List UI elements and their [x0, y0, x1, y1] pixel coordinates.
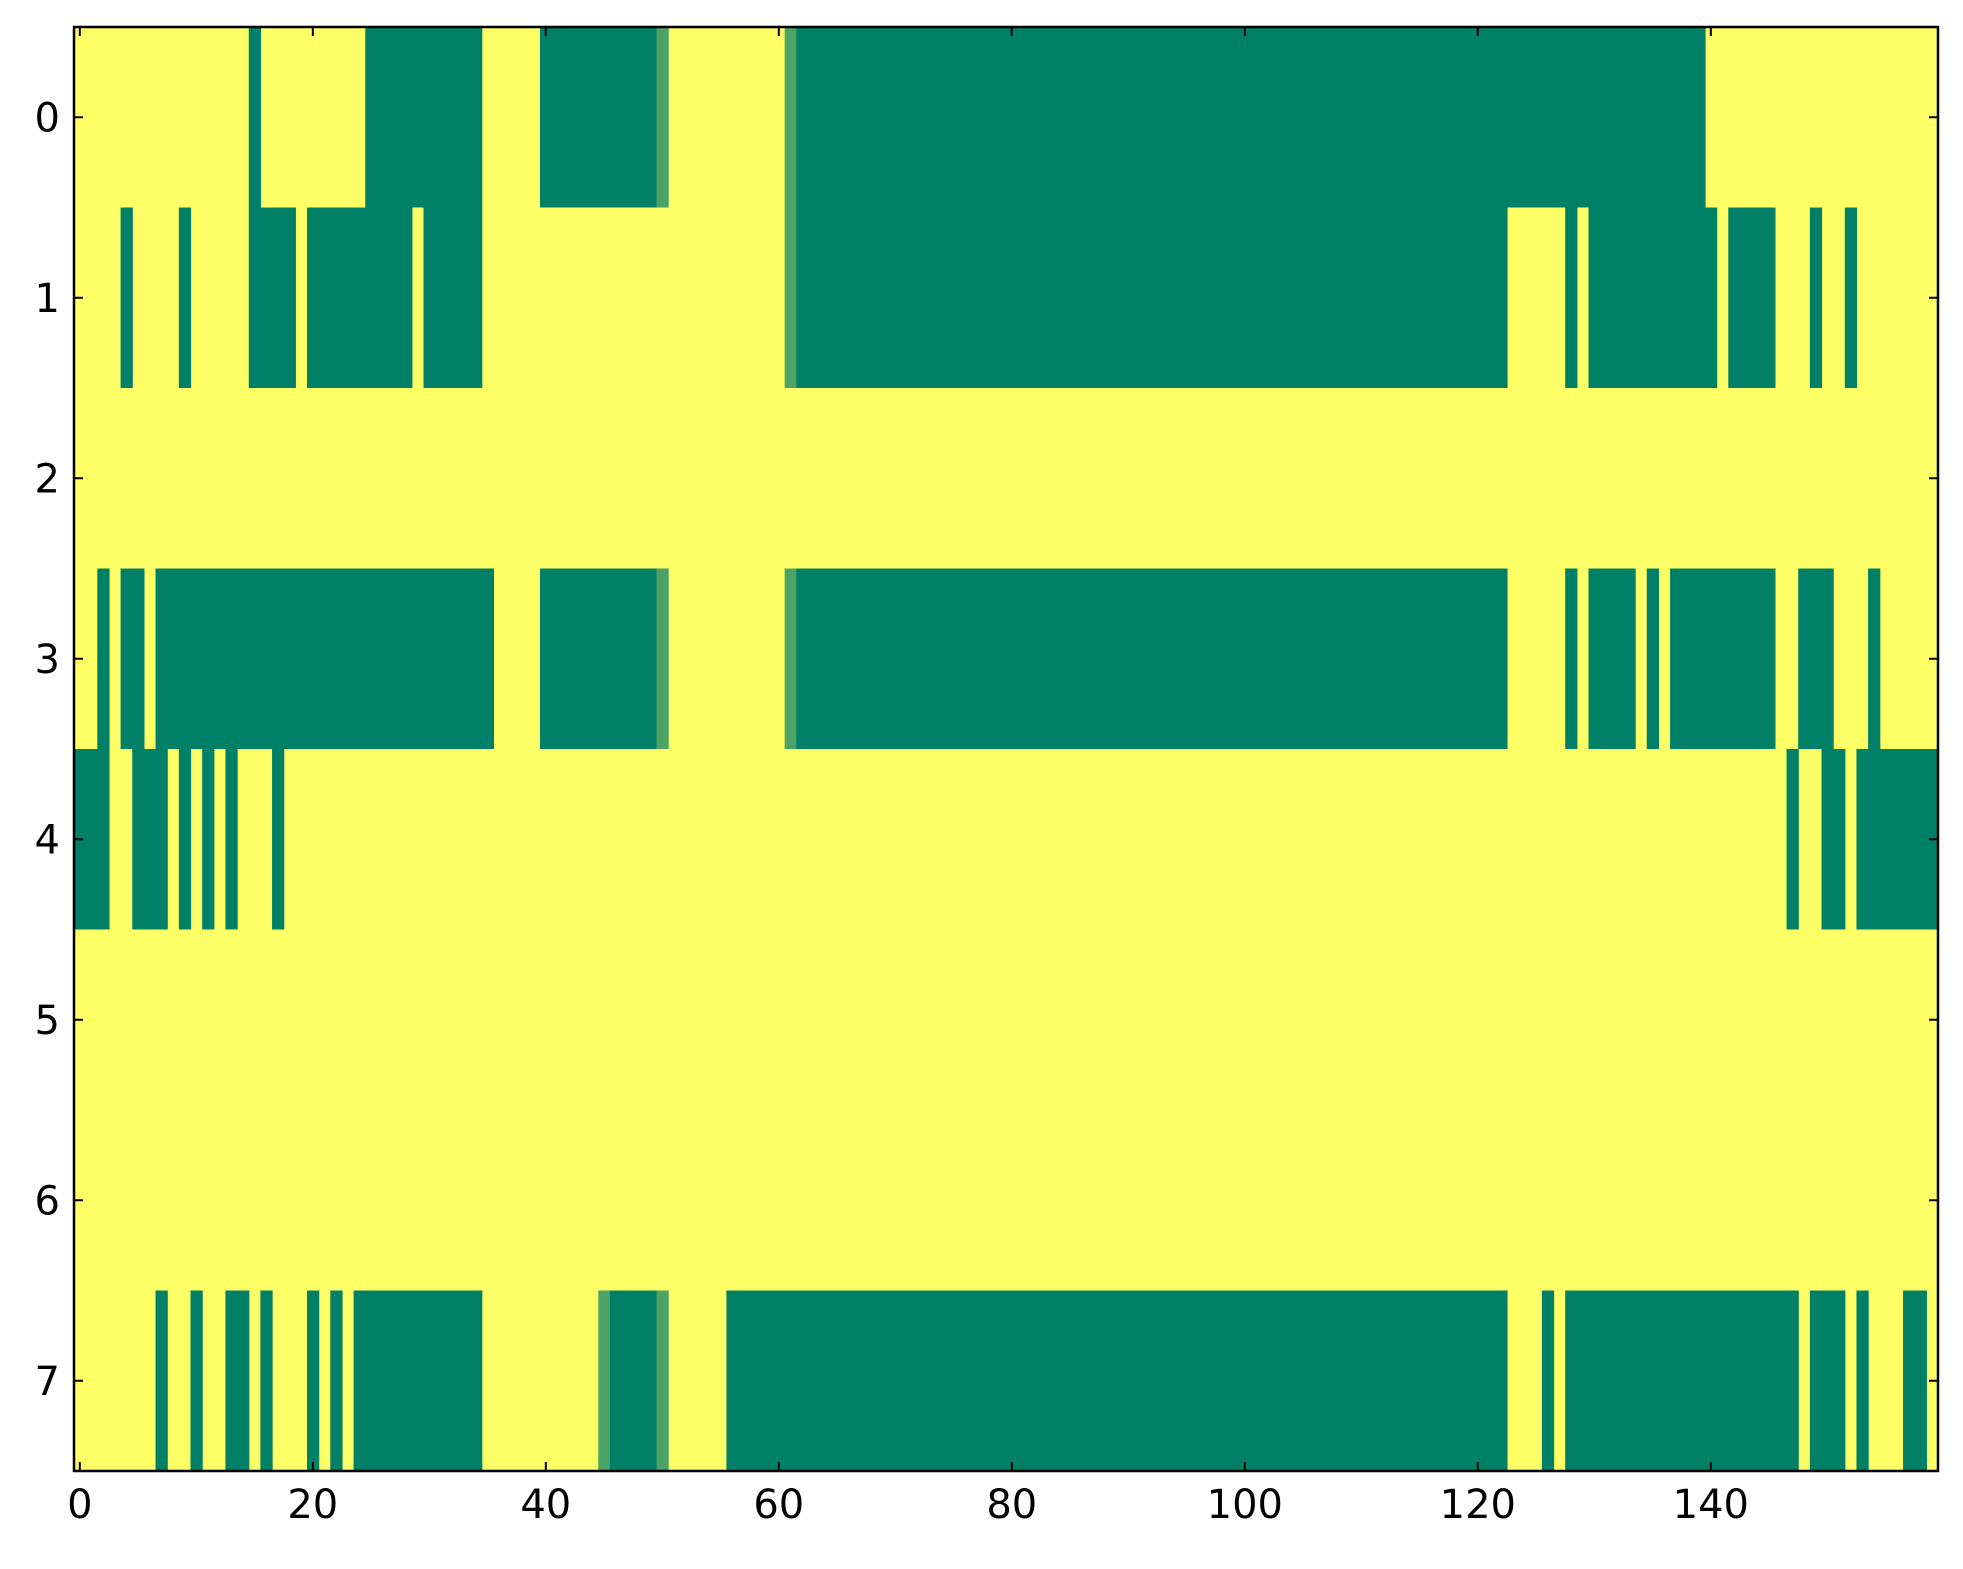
heatmap-cell-run — [1856, 1290, 1869, 1471]
heatmap-cell-run — [307, 207, 413, 388]
heatmap-cell-run — [656, 568, 669, 749]
y-tick-label: 2 — [35, 456, 60, 502]
heatmap-cell-run — [1798, 568, 1834, 749]
heatmap-cell-run — [330, 1290, 343, 1471]
heatmap-cell-run — [1844, 207, 1858, 388]
x-tick-label: 100 — [1207, 1482, 1283, 1528]
y-tick-label: 6 — [35, 1178, 60, 1224]
heatmap-cell-run — [609, 1290, 658, 1471]
heatmap-cell-run — [796, 27, 1706, 208]
heatmap-cell-run — [796, 568, 1508, 749]
heatmap-cell-run — [120, 568, 145, 749]
heatmap-cell-run — [260, 1290, 273, 1471]
heatmap-cell-run — [1670, 568, 1776, 749]
y-tick-label: 4 — [35, 817, 60, 863]
x-axis-tick-labels: 0 20 40 60 80 100 120 140 — [67, 1482, 1749, 1528]
heatmap-cell-run — [1809, 207, 1823, 388]
heatmap-cell-run — [190, 1290, 203, 1471]
heatmap-cell-run — [784, 568, 797, 749]
heatmap-cell-run — [796, 207, 1508, 388]
heatmap-cell-run — [784, 27, 797, 208]
heatmap-cell-run — [1809, 1290, 1846, 1471]
heatmap-cell-run — [423, 207, 483, 388]
heatmap-cell-run — [178, 207, 192, 388]
heatmap-cell-run — [726, 1290, 1508, 1471]
y-tick-label: 1 — [35, 276, 60, 322]
axis-ticks — [74, 27, 1938, 1471]
heatmap-cell-run — [1541, 1290, 1555, 1471]
y-axis-tick-labels: 0 1 2 3 4 5 6 7 — [35, 95, 60, 1405]
heatmap-cell-run — [656, 27, 669, 208]
heatmap-cell-run — [1565, 1290, 1799, 1471]
y-tick-label: 7 — [35, 1359, 60, 1405]
heatmap-cell-run — [120, 207, 133, 388]
heatmap-cell-run — [365, 27, 483, 208]
heatmap-cell-run — [248, 27, 261, 208]
heatmap-cell-run — [1565, 568, 1578, 749]
heatmap-cell-run — [1588, 568, 1636, 749]
heatmap-cell-run — [225, 1290, 250, 1471]
heatmap-cell-run — [1646, 568, 1659, 749]
heatmap-cells — [74, 27, 1939, 1471]
y-tick-label: 3 — [35, 637, 60, 683]
heatmap-cell-run — [1903, 1290, 1927, 1471]
x-tick-label: 60 — [753, 1482, 804, 1528]
heatmap-cell-run — [132, 749, 168, 930]
heatmap-cell-run — [97, 568, 110, 749]
heatmap-cell-run — [1868, 568, 1881, 749]
heatmap-cell-run — [540, 568, 658, 749]
heatmap-cell-run — [1728, 207, 1776, 388]
heatmap-cell-run — [1786, 749, 1799, 930]
plot-frame — [72, 25, 1940, 1473]
heatmap-cell-run — [155, 1290, 168, 1471]
heatmap-cell-run — [248, 207, 296, 388]
x-tick-label: 80 — [986, 1482, 1037, 1528]
heatmap-cell-run — [178, 749, 192, 930]
x-tick-label: 120 — [1440, 1482, 1516, 1528]
heatmap-cell-run — [1588, 207, 1718, 388]
heatmap-cell-run — [155, 568, 495, 749]
heatmap-cell-run — [1821, 749, 1846, 930]
x-tick-label: 140 — [1673, 1482, 1749, 1528]
heatmap-cell-run — [307, 1290, 320, 1471]
x-tick-label: 0 — [67, 1482, 92, 1528]
heatmap-cell-run — [353, 1290, 483, 1471]
heatmap-cell-run — [1856, 749, 1939, 930]
heatmap-cell-run — [1565, 207, 1578, 388]
heatmap-cell-run — [598, 1290, 611, 1471]
x-tick-label: 40 — [520, 1482, 571, 1528]
heatmap-cell-run — [784, 207, 797, 388]
heatmap-cell-run — [540, 27, 658, 208]
heatmap-cell-run — [225, 749, 238, 930]
heatmap-cell-run — [272, 749, 285, 930]
y-tick-label: 0 — [35, 95, 60, 141]
heatmap-cell-run — [202, 749, 215, 930]
x-tick-label: 20 — [287, 1482, 338, 1528]
heatmap-cell-run — [656, 1290, 669, 1471]
y-tick-label: 5 — [35, 998, 60, 1044]
